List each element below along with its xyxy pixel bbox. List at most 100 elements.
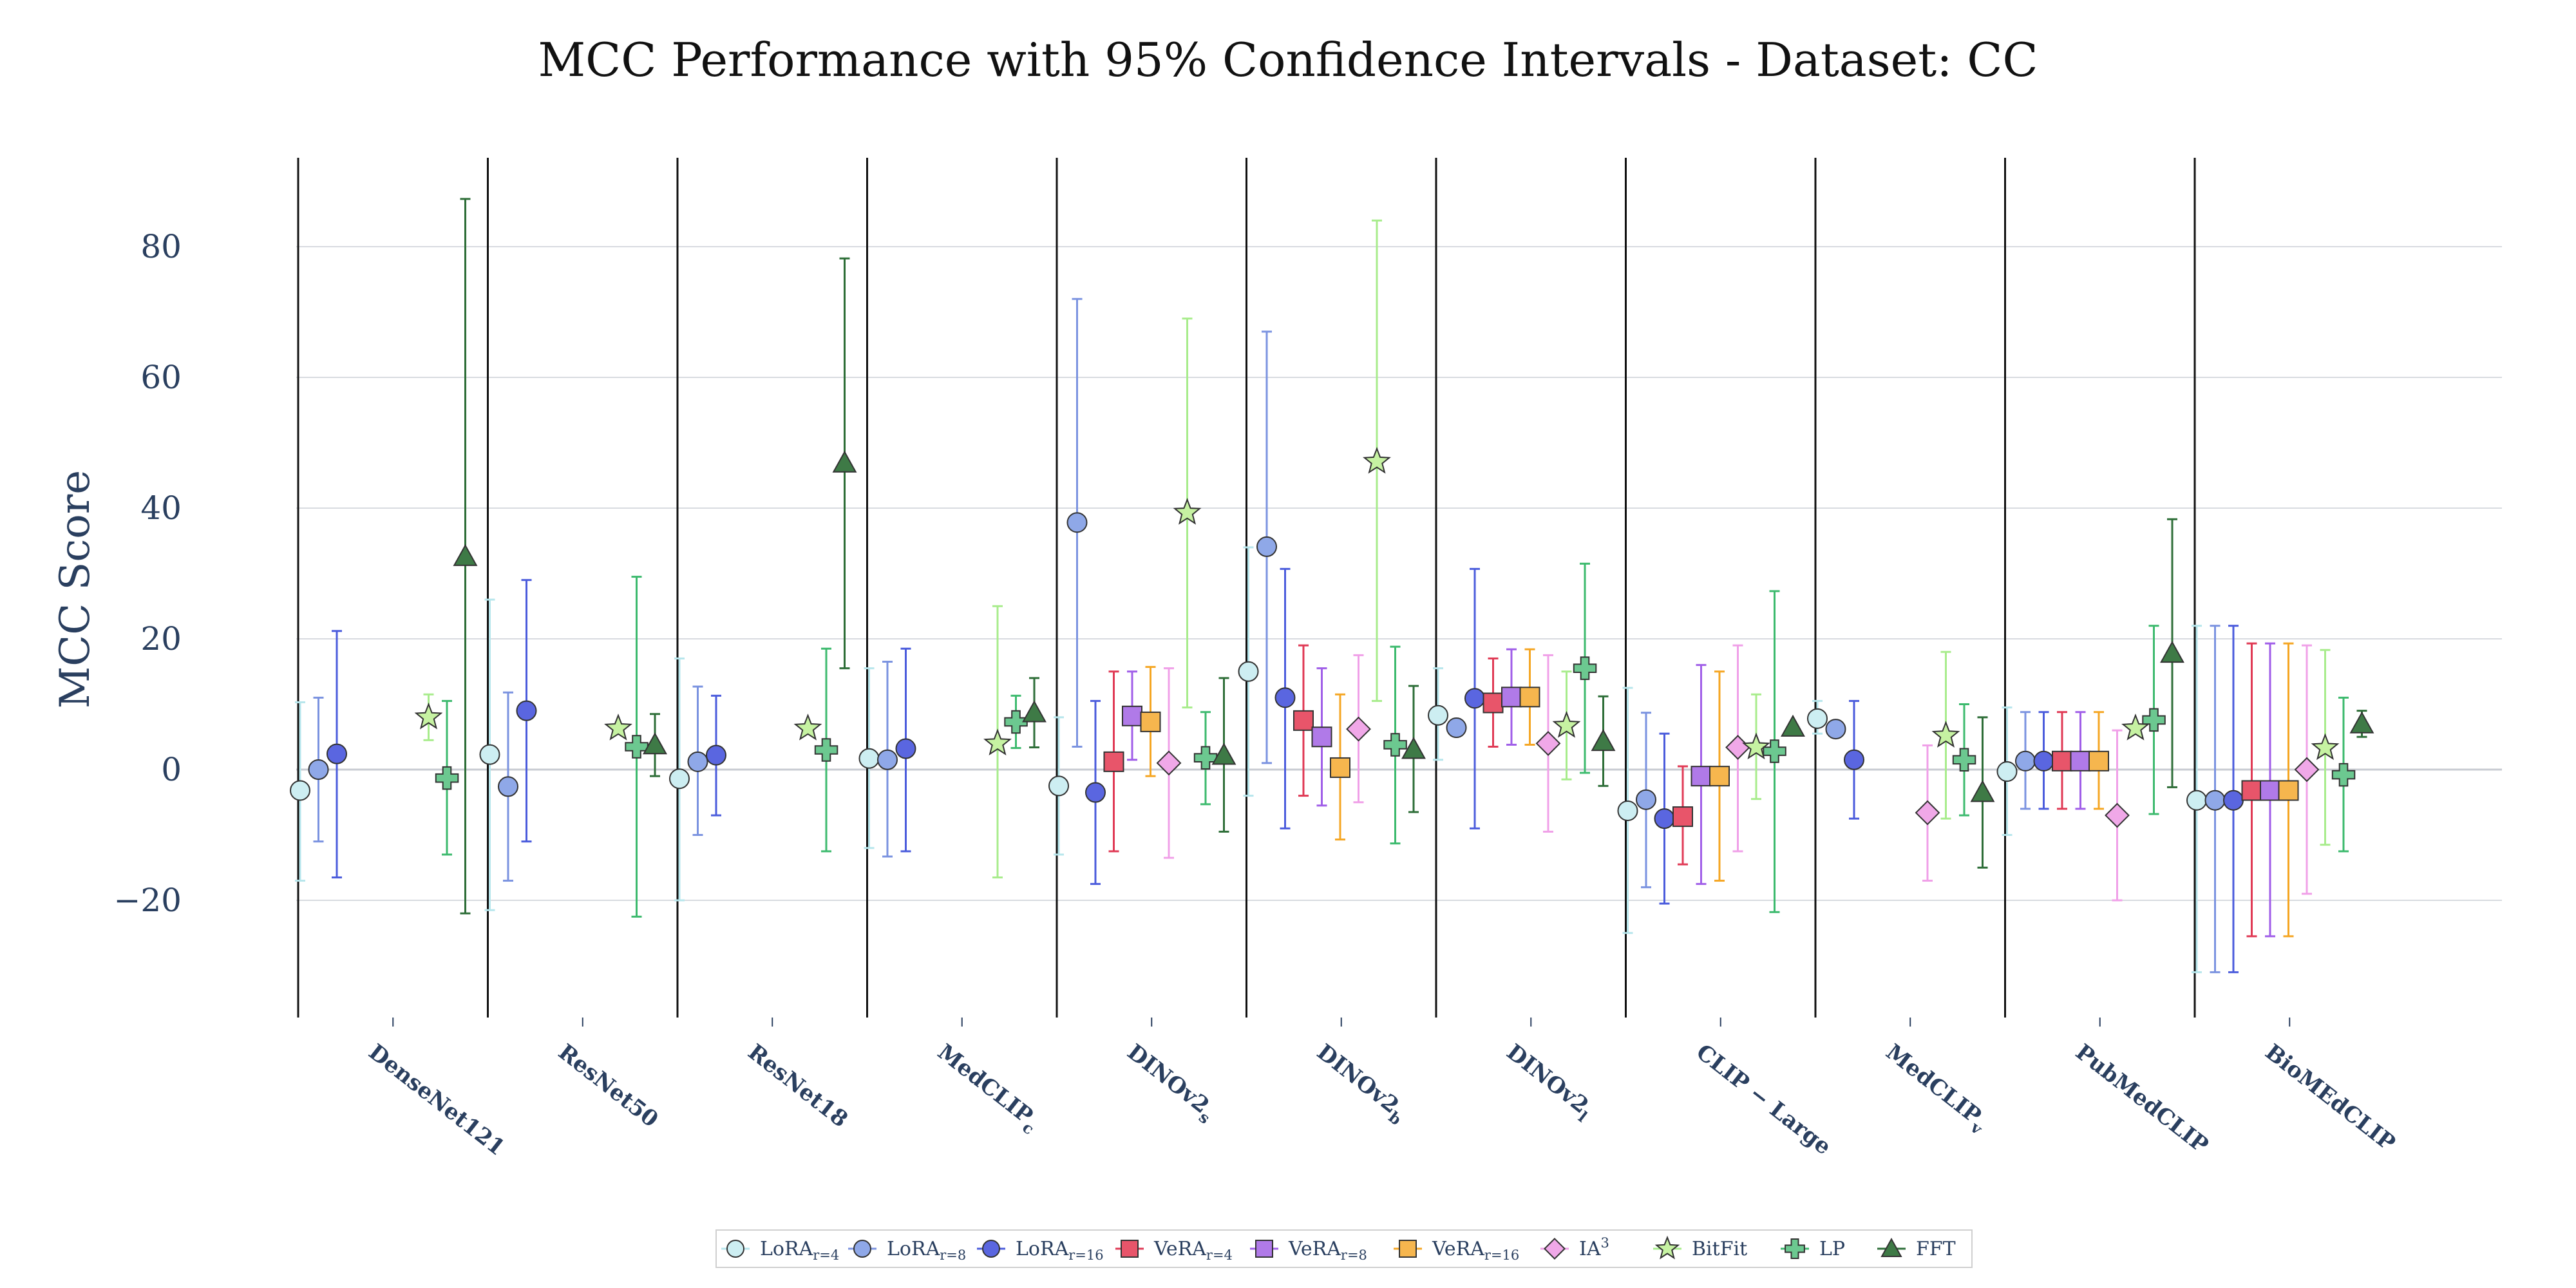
data-point [2331, 762, 2356, 787]
data-point [2142, 708, 2166, 732]
data-point [1274, 687, 1296, 708]
legend-label: IA3 [1579, 1235, 1609, 1260]
data-point [2260, 780, 2280, 801]
legend-label: LoRAr=16 [1016, 1238, 1104, 1263]
data-point [2186, 790, 2207, 811]
data-point [1140, 711, 1161, 732]
data-point [1915, 800, 1940, 826]
data-point [1464, 688, 1485, 709]
data-point [1535, 730, 1561, 756]
y-tick-label: 20 [140, 620, 182, 658]
data-point [983, 728, 1012, 756]
data-point [1781, 714, 1805, 737]
data-point [1156, 750, 1182, 776]
data-point [1122, 705, 1142, 726]
category-separators [297, 158, 2196, 1018]
data-point [1931, 721, 1960, 748]
data-point [2294, 757, 2320, 782]
data-point [832, 450, 857, 473]
data-point [2278, 780, 2299, 801]
data-point [1519, 687, 1540, 708]
x-axis-ticks: DenseNet121 ResNet50 ResNet18 MedCLIPc DINOv… [364, 1018, 2400, 1161]
x-tick-label: CLIP − Large [1691, 1039, 1836, 1160]
data-point [1591, 729, 1616, 752]
data-point [1428, 705, 1448, 726]
data-point [1193, 746, 1218, 770]
chart-title: MCC Performance with 95% Confidence Inte… [538, 33, 2038, 87]
legend-marker [1785, 1238, 1805, 1259]
y-tick-label: 40 [140, 489, 182, 527]
data-point [1103, 751, 1124, 772]
data-point [1330, 757, 1350, 778]
legend-marker [982, 1240, 1000, 1258]
y-tick-label: −20 [113, 882, 182, 919]
data-point [643, 732, 667, 755]
legend: LoRAr=4 LoRAr=8 LoRAr=16 VeRAr=4 VeRAr=8 VeRA… [715, 1229, 1973, 1268]
legend-label: LoRAr=8 [887, 1238, 966, 1263]
legend-marker [853, 1240, 871, 1258]
legend-marker [1399, 1240, 1417, 1258]
data-point [1085, 782, 1106, 803]
data-point [877, 749, 898, 770]
legend-label: VeRAr=16 [1432, 1238, 1519, 1263]
legend-box [715, 1229, 1973, 1268]
data-point [414, 702, 443, 730]
data-point [1709, 766, 1730, 787]
data-point [2241, 780, 2262, 801]
data-point [814, 738, 838, 762]
x-tick-label: ResNet50 [553, 1039, 663, 1133]
data-point [1742, 732, 1770, 760]
data-point [1807, 708, 1828, 729]
data-point [625, 735, 649, 759]
data-point [435, 766, 459, 790]
data-point [1383, 733, 1407, 757]
data-point [858, 748, 880, 769]
data-point [2033, 750, 2054, 772]
data-point [308, 759, 329, 780]
data-point [290, 780, 310, 801]
data-point [1844, 749, 1864, 770]
legend-label: LoRAr=4 [760, 1238, 839, 1263]
data-point [453, 544, 478, 566]
legend-label: VeRAr=4 [1153, 1238, 1233, 1263]
x-tick-label: ResNet18 [743, 1039, 853, 1133]
confidence-intervals [295, 198, 2367, 974]
data-point [2015, 750, 2036, 772]
data-point [604, 714, 632, 741]
data-point [2088, 750, 2109, 772]
x-tick-label: PubMedCLIP [2070, 1039, 2213, 1159]
grid-lines [296, 246, 2502, 901]
data-point [2349, 711, 2374, 734]
y-axis-ticks: −20 0 20 40 60 80 [113, 228, 182, 919]
data-point [1363, 446, 1391, 474]
data-point [1401, 737, 1426, 759]
data-point [1346, 716, 1371, 742]
y-tick-label: 0 [161, 751, 182, 788]
data-point [1022, 700, 1046, 723]
data-point [1311, 726, 1332, 748]
data-point [1996, 761, 2018, 782]
data-point [479, 744, 500, 765]
data-point [1725, 735, 1750, 760]
data-point [1654, 808, 1675, 829]
legend-marker [1654, 1235, 1680, 1260]
data-point [1482, 692, 1504, 714]
y-axis-label: MCC Score [52, 470, 99, 709]
legend-marker [1543, 1237, 1566, 1260]
data-point [2105, 802, 2130, 828]
data-point [1672, 806, 1693, 828]
x-tick-label: DINOv2s [1119, 1039, 1220, 1128]
data-point [1573, 656, 1597, 680]
legend-marker [726, 1240, 744, 1258]
legend-marker [1880, 1237, 1902, 1257]
data-point [1446, 717, 1467, 739]
data-point [1048, 775, 1069, 797]
legend-label: BitFit [1692, 1238, 1747, 1260]
x-tick-label: DenseNet121 [364, 1039, 509, 1161]
data-point [895, 738, 916, 759]
data-point [2311, 733, 2340, 761]
data-point [327, 743, 347, 764]
data-point [1552, 710, 1581, 738]
data-point [1617, 800, 1638, 821]
